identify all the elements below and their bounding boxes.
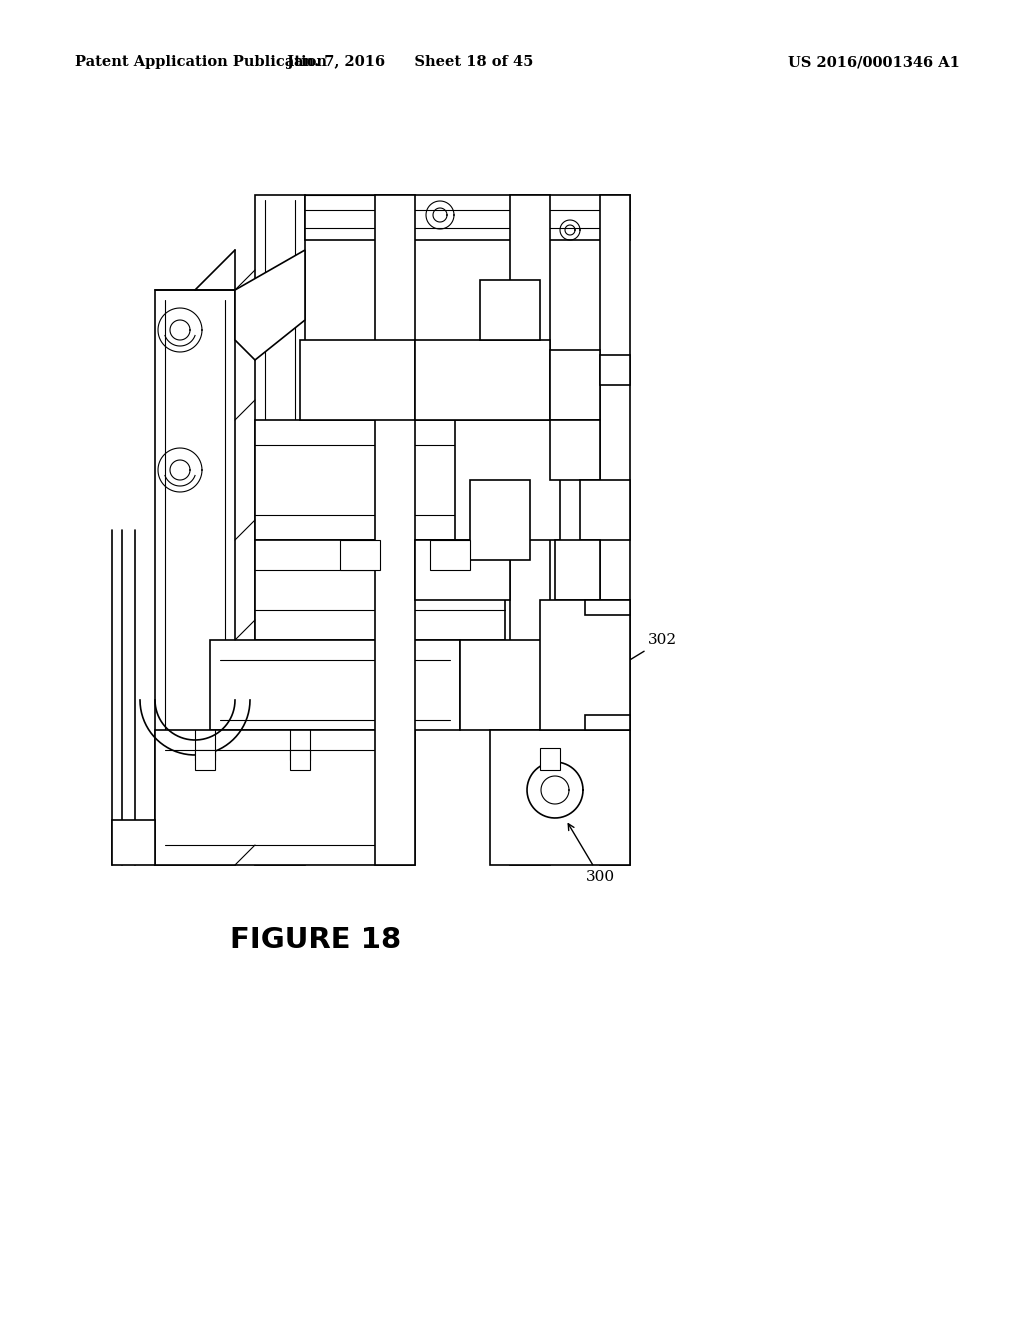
Polygon shape <box>415 341 550 420</box>
Polygon shape <box>300 341 415 420</box>
Polygon shape <box>585 715 630 730</box>
Polygon shape <box>585 601 630 615</box>
Polygon shape <box>455 420 560 540</box>
Polygon shape <box>550 420 600 480</box>
Polygon shape <box>290 750 310 770</box>
Polygon shape <box>415 540 510 601</box>
Polygon shape <box>430 540 470 570</box>
Polygon shape <box>255 540 505 640</box>
Polygon shape <box>490 730 630 865</box>
Polygon shape <box>155 290 234 865</box>
Polygon shape <box>470 480 530 560</box>
Polygon shape <box>600 195 630 865</box>
Text: Patent Application Publication: Patent Application Publication <box>75 55 327 69</box>
Polygon shape <box>234 249 305 360</box>
Text: 302: 302 <box>567 634 677 698</box>
Polygon shape <box>305 195 630 240</box>
Polygon shape <box>460 640 600 730</box>
Polygon shape <box>112 820 155 865</box>
Polygon shape <box>210 640 460 730</box>
Polygon shape <box>540 601 630 730</box>
Polygon shape <box>255 195 305 865</box>
Polygon shape <box>480 280 540 341</box>
Text: US 2016/0001346 A1: US 2016/0001346 A1 <box>788 55 961 69</box>
Polygon shape <box>375 195 415 865</box>
Polygon shape <box>540 748 560 770</box>
Polygon shape <box>340 540 380 570</box>
Polygon shape <box>510 195 550 865</box>
Text: FIGURE 18: FIGURE 18 <box>230 927 401 954</box>
Polygon shape <box>195 750 215 770</box>
Polygon shape <box>555 540 600 601</box>
Polygon shape <box>600 355 630 385</box>
Polygon shape <box>155 730 415 865</box>
Text: Jan. 7, 2016  Sheet 18 of 45: Jan. 7, 2016 Sheet 18 of 45 <box>287 55 534 69</box>
Text: 300: 300 <box>568 824 614 884</box>
Polygon shape <box>580 480 630 540</box>
Polygon shape <box>255 420 505 540</box>
Polygon shape <box>550 350 600 420</box>
